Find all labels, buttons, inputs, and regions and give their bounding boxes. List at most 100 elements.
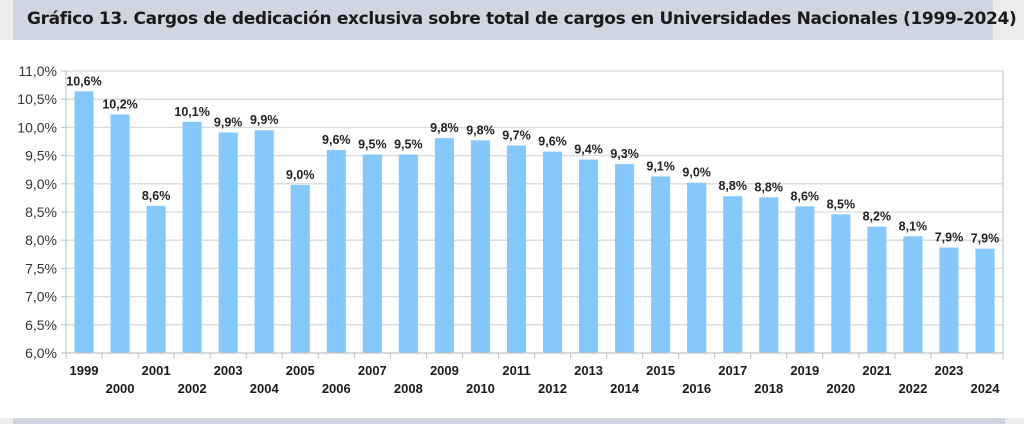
data-label: 8,2% [863, 210, 892, 224]
bar-2024[interactable] [975, 248, 995, 353]
x-tick-label: 2014 [610, 381, 640, 396]
bar-2019[interactable] [795, 206, 815, 353]
x-tick-label: 2024 [971, 381, 1001, 396]
bars [74, 91, 995, 353]
x-tick-label: 2006 [322, 381, 351, 396]
x-tick-label: 2002 [178, 381, 207, 396]
axes [61, 70, 1004, 359]
data-label: 7,9% [971, 232, 1000, 246]
bar-2008[interactable] [398, 154, 418, 353]
bar-2014[interactable] [615, 164, 635, 353]
bar-2022[interactable] [903, 236, 923, 353]
x-tick-label: 2015 [646, 363, 675, 378]
y-tick-label: 6,5% [25, 317, 57, 333]
data-label: 10,2% [102, 97, 137, 111]
left-margin-strip [0, 0, 13, 40]
bar-2011[interactable] [506, 145, 527, 353]
x-tick-label: 2019 [790, 363, 819, 378]
y-tick-label: 6,0% [25, 345, 57, 361]
bar-2020[interactable] [831, 214, 851, 353]
data-label: 10,1% [174, 105, 209, 119]
data-label: 9,9% [214, 115, 243, 129]
x-tick-label: 2004 [250, 381, 280, 396]
data-label: 9,6% [322, 133, 351, 147]
x-tick-label: 2018 [754, 381, 783, 396]
data-label: 9,6% [538, 135, 567, 149]
bar-2017[interactable] [723, 196, 743, 353]
bar-2000[interactable] [110, 114, 130, 353]
y-tick-label: 9,5% [25, 148, 57, 164]
data-label: 9,5% [394, 137, 423, 151]
x-tick-label: 2010 [466, 381, 495, 396]
bar-2018[interactable] [759, 197, 779, 353]
x-tick-label: 2012 [538, 381, 567, 396]
bar-2010[interactable] [470, 140, 490, 353]
data-label: 9,4% [574, 143, 603, 157]
x-tick-label: 2011 [502, 363, 530, 378]
bar-2007[interactable] [362, 154, 382, 353]
bar-2023[interactable] [939, 247, 959, 353]
bar-2009[interactable] [434, 138, 454, 353]
data-label: 8,6% [142, 189, 171, 203]
y-tick-label: 10,0% [17, 119, 57, 135]
y-tick-label: 8,0% [25, 232, 57, 248]
data-label: 8,8% [718, 179, 747, 193]
x-tick-label: 1999 [70, 363, 99, 378]
bottom-banner [13, 418, 1005, 424]
x-tick-label: 2003 [214, 363, 243, 378]
bar-2006[interactable] [326, 149, 346, 353]
bar-2021[interactable] [867, 226, 887, 353]
x-tick-label: 2001 [142, 363, 171, 378]
data-label: 9,9% [250, 113, 279, 127]
bar-2004[interactable] [254, 130, 274, 353]
bar-2003[interactable] [218, 132, 238, 353]
x-tick-label: 2017 [718, 363, 747, 378]
bar-2005[interactable] [290, 184, 310, 353]
data-label: 9,3% [610, 147, 639, 161]
data-label: 9,0% [286, 168, 315, 182]
x-tick-label: 2005 [286, 363, 315, 378]
x-tick-label: 2009 [430, 363, 459, 378]
x-tick-label: 2008 [394, 381, 423, 396]
data-label: 8,5% [827, 197, 856, 211]
bar-2001[interactable] [146, 205, 166, 353]
x-tick-label: 2022 [898, 381, 927, 396]
data-label: 9,5% [358, 137, 387, 151]
chart-title: Gráfico 13. Cargos de dedicación exclusi… [27, 9, 1017, 29]
x-tick-label: 2020 [826, 381, 855, 396]
x-tick-label: 2016 [682, 381, 711, 396]
y-tick-label: 10,5% [17, 91, 57, 107]
data-label: 9,0% [682, 166, 711, 180]
bar-2002[interactable] [182, 121, 202, 353]
data-label: 7,9% [935, 231, 964, 245]
x-tick-label: 2021 [862, 363, 891, 378]
data-label: 8,6% [791, 189, 820, 203]
y-tick-label: 11,0% [18, 63, 57, 79]
bar-2015[interactable] [651, 176, 671, 353]
y-tick-label: 7,5% [25, 260, 57, 276]
right-margin-strip [993, 0, 1024, 40]
data-label: 8,8% [755, 180, 784, 194]
bottom-right-strip [1005, 418, 1024, 424]
y-tick-label: 7,0% [25, 289, 57, 305]
x-tick-label: 2023 [934, 363, 963, 378]
y-tick-label: 9,0% [25, 176, 57, 192]
y-tick-label: 8,5% [25, 204, 57, 220]
bar-2012[interactable] [542, 151, 563, 353]
data-label: 9,8% [466, 123, 495, 137]
data-label: 10,6% [66, 74, 101, 88]
x-tick-label: 2013 [574, 363, 603, 378]
bottom-left-strip [0, 418, 13, 424]
data-label: 8,1% [899, 219, 928, 233]
x-tick-label: 2000 [106, 381, 135, 396]
data-label: 9,8% [430, 121, 459, 135]
title-banner [13, 0, 993, 40]
bar-2016[interactable] [687, 182, 707, 353]
data-label: 9,1% [646, 159, 675, 173]
x-tick-label: 2007 [358, 363, 387, 378]
bar-1999[interactable] [74, 91, 94, 353]
bar-2013[interactable] [579, 159, 599, 353]
labels: 6,0% 6,5% 7,0% 7,5% 8,0% 8,5% 9,0% 9,5% 10,0% 10,… [17, 63, 1000, 396]
data-label: 9,7% [502, 128, 531, 142]
